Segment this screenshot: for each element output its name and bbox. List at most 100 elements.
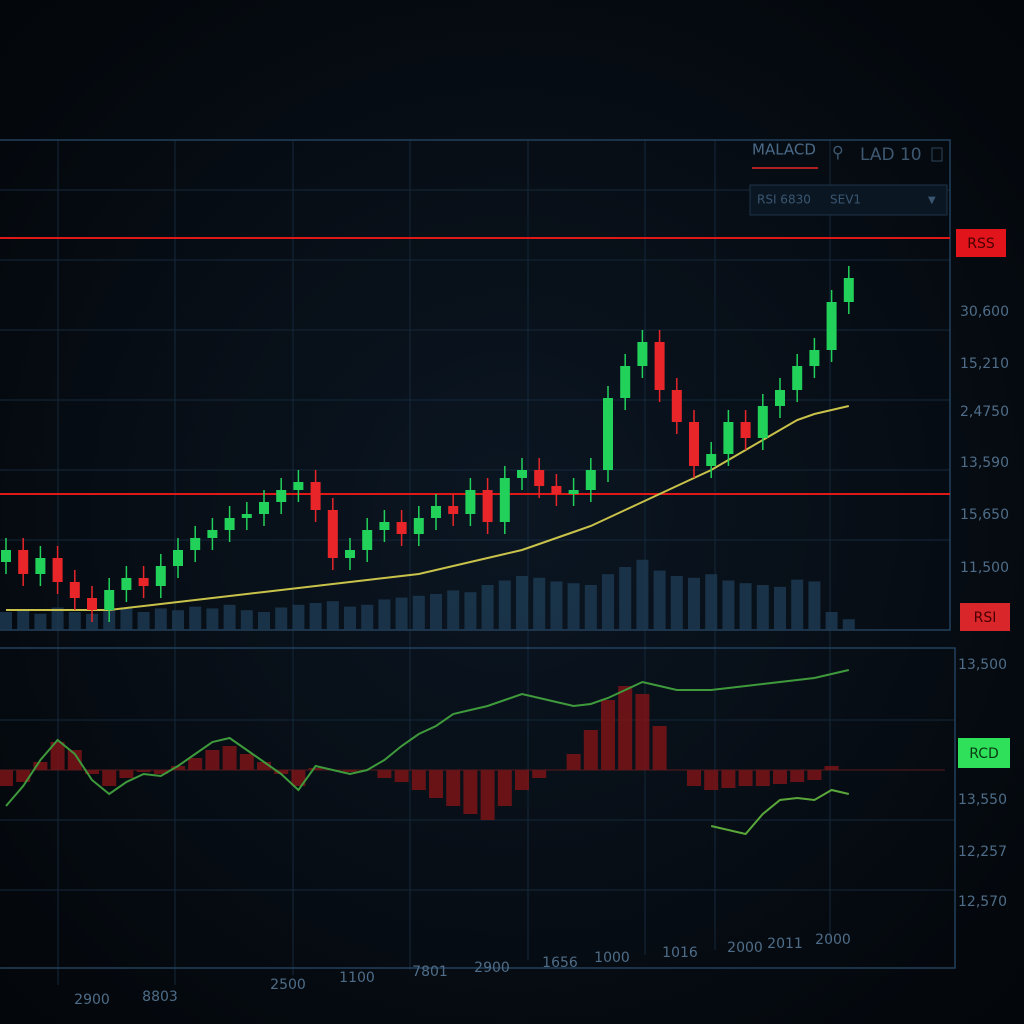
candle-body [18, 550, 29, 574]
volume-bar [189, 606, 202, 630]
histogram-bar [205, 750, 220, 770]
histogram-bar [411, 770, 426, 790]
candle-body [757, 406, 768, 438]
volume-bar [0, 612, 12, 630]
candle-body [362, 530, 373, 550]
volume-bar [464, 592, 477, 630]
volume-bar [51, 607, 64, 630]
y-axis-label: 12,570 [958, 894, 1007, 910]
x-axis-label: 1016 [662, 945, 698, 961]
y-axis-label: 13,590 [960, 455, 1009, 471]
histogram-bar [102, 770, 117, 786]
volume-bar [275, 607, 288, 630]
histogram-bar [652, 726, 667, 770]
tab[interactable]: MALACD [752, 141, 816, 159]
y-axis-label: 15,650 [960, 507, 1009, 523]
candle-body [69, 582, 80, 598]
y-axis-label: 30,600 [960, 304, 1009, 320]
histogram-bar [480, 770, 495, 820]
candle-body [155, 566, 166, 586]
candle-body [345, 550, 355, 558]
candle-body [843, 278, 854, 302]
volume-bar [137, 612, 150, 630]
histogram-bar [532, 770, 547, 778]
candle-body [52, 558, 63, 582]
volume-bar [498, 580, 511, 630]
volume-bar [154, 608, 167, 630]
candle-body [207, 530, 218, 538]
volume-bar [292, 604, 305, 630]
volume-bar [326, 601, 339, 630]
histogram-bar [429, 770, 443, 798]
histogram-bar [601, 700, 615, 770]
histogram-bar [153, 770, 168, 774]
x-axis-label: 2011 [767, 936, 803, 952]
histogram-bar [583, 730, 598, 770]
tag: RCD [969, 746, 999, 762]
tag-box [956, 229, 1006, 257]
tag: RSI [974, 610, 997, 626]
x-axis-label: 2000 [727, 940, 763, 956]
volume-bar [120, 607, 133, 630]
candle-body [396, 522, 407, 534]
volume-bar [550, 581, 563, 630]
volume-bar [447, 590, 460, 630]
volume-bar [430, 594, 442, 630]
grid [0, 140, 955, 985]
candle-body [809, 350, 820, 366]
volume-bar [584, 585, 597, 630]
candle-body [104, 590, 115, 610]
candle-body [87, 598, 97, 610]
trash-icon[interactable] [931, 147, 943, 162]
histogram-bar [635, 694, 650, 770]
candle-body [603, 398, 613, 470]
volume-bar [705, 574, 718, 630]
candle-body [276, 490, 287, 502]
dropdown[interactable] [749, 184, 948, 216]
volume-bar [756, 585, 769, 630]
candle-body [551, 486, 562, 494]
histogram-bar [33, 762, 48, 770]
candle-body [293, 482, 304, 490]
candle-body [775, 390, 785, 406]
histogram-bar [497, 770, 512, 806]
histogram-bar [136, 770, 151, 772]
volume-bar [619, 567, 632, 630]
histogram-bar [807, 770, 822, 780]
histogram-bar [308, 768, 323, 770]
histogram-bar [773, 770, 787, 784]
volume-bar [636, 559, 649, 630]
volume-bar [808, 581, 821, 630]
volume-bar [223, 604, 236, 630]
histogram-bar [704, 770, 719, 790]
dropdown-text: SEV1 [830, 193, 861, 207]
candle-body [534, 470, 545, 486]
candle-body [654, 342, 665, 390]
volume-bar [34, 613, 47, 630]
volume-bar [258, 612, 270, 630]
x-axis-label: 7801 [412, 964, 448, 980]
x-axis-label: 2900 [74, 992, 110, 1008]
dropdown-text: RSI 6830 [757, 193, 811, 207]
volume-bar [344, 606, 356, 630]
volume-bar [791, 579, 804, 630]
histogram-bar [394, 770, 409, 782]
volume-bar [653, 570, 666, 630]
filter-icon[interactable]: ⚲ [832, 143, 844, 162]
tag-box [958, 738, 1010, 768]
volume-bar [722, 580, 735, 630]
candle-body [517, 470, 527, 478]
candle-body [431, 506, 441, 518]
volume-bar [774, 586, 786, 630]
x-axis-label: 1656 [542, 955, 578, 971]
candle-body [241, 514, 252, 518]
tab[interactable]: LAD 10 [860, 145, 922, 165]
x-axis-label: 2900 [474, 960, 510, 976]
candle-body [465, 490, 476, 514]
candle-body [1, 550, 11, 562]
candle-body [499, 478, 510, 522]
candle-body [224, 518, 235, 530]
dropdown-arrow[interactable]: ▼ [928, 195, 936, 206]
